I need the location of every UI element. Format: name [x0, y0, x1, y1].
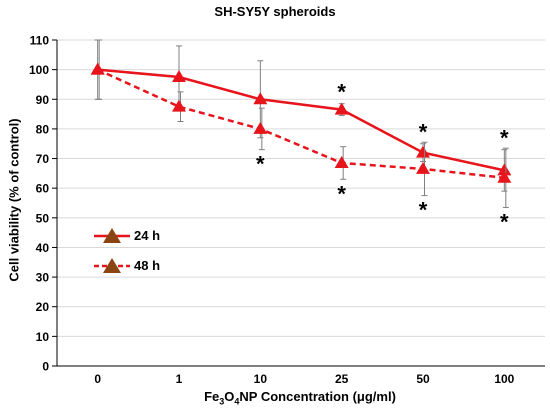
legend-label-24h: 24 h	[134, 228, 161, 243]
data-point	[172, 70, 186, 83]
y-tick-label: 100	[29, 63, 49, 77]
x-tick-label: 25	[335, 372, 349, 386]
legend-marker-24h	[94, 228, 130, 243]
data-point	[416, 145, 430, 158]
x-tick-label: 10	[254, 372, 268, 386]
y-tick-label: 110	[30, 34, 50, 48]
y-tick-label: 80	[36, 122, 50, 136]
significance-mark: *	[419, 198, 428, 223]
data-point	[416, 161, 430, 174]
significance-mark: *	[337, 181, 346, 206]
x-tick-label: 100	[494, 372, 514, 386]
y-tick-label: 60	[36, 182, 50, 196]
significance-mark: *	[337, 80, 346, 105]
legend-marker-48h	[94, 258, 130, 273]
y-tick-label: 30	[36, 271, 50, 285]
data-point	[90, 62, 105, 75]
y-tick-label: 0	[42, 360, 49, 374]
significance-mark: *	[256, 152, 265, 177]
data-point	[334, 155, 349, 168]
legend-label-48h: 48 h	[134, 258, 161, 273]
data-point	[172, 99, 186, 112]
y-tick-label: 10	[36, 330, 50, 344]
x-axis-label: Fe3O4NP Concentration (μg/ml)	[204, 389, 396, 407]
x-tick-label: 1	[176, 372, 183, 386]
series-line-48h	[97, 68, 505, 180]
y-tick-label: 70	[36, 152, 50, 166]
y-tick-label: 90	[36, 93, 50, 107]
y-tick-label: 50	[36, 211, 50, 225]
data-point	[253, 121, 268, 134]
y-tick-label: 20	[36, 300, 50, 314]
x-tick-label: 0	[94, 372, 101, 386]
data-point	[497, 170, 512, 183]
data-point	[253, 92, 268, 105]
chart-title: SH-SY5Y spheroids	[214, 4, 336, 19]
y-tick-label: 40	[36, 241, 50, 255]
data-point	[497, 163, 512, 176]
series-line-24h	[97, 68, 505, 172]
significance-mark: *	[500, 126, 509, 151]
data-point	[334, 102, 349, 115]
significance-mark: *	[419, 120, 428, 145]
x-tick-label: 50	[416, 372, 430, 386]
significance-mark: *	[500, 209, 509, 234]
